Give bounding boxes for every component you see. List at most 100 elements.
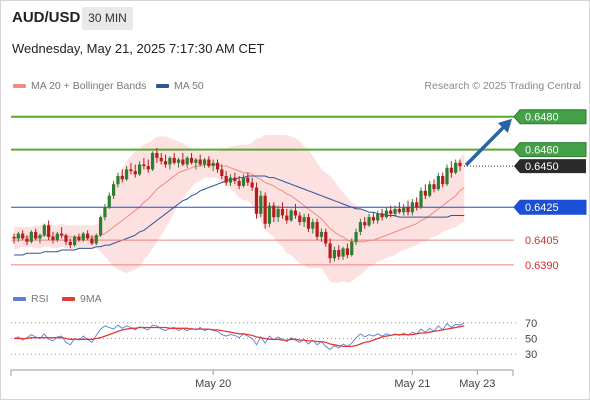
candle-body [406, 207, 410, 213]
candle [68, 238, 72, 249]
candle-body [376, 213, 380, 221]
candle [324, 228, 328, 247]
level-label-0.6405: 0.6405 [525, 235, 559, 247]
header: AUD/USD 30 MIN [0, 0, 590, 36]
candle [133, 164, 137, 178]
current-price-tag [514, 159, 586, 174]
rsi-ma-swatch-icon [62, 297, 75, 302]
candle [103, 203, 107, 221]
level-label-0.6480: 0.6480 [525, 112, 559, 124]
candle [345, 243, 350, 259]
candle-body [42, 225, 46, 236]
candle-body [29, 231, 33, 242]
legend-ma20: MA 20 + Bollinger Bands [13, 80, 146, 92]
candle [25, 235, 29, 246]
copyright: Research © 2025 Trading Central [424, 80, 581, 92]
candle [354, 228, 358, 246]
candle-body [34, 231, 38, 239]
candle-body [393, 208, 397, 214]
candle [168, 156, 172, 170]
rsi-swatch-icon [13, 297, 26, 302]
candle-body [285, 215, 289, 221]
candle [34, 228, 38, 241]
candle [176, 157, 181, 168]
candle-body [181, 159, 185, 165]
candle-body [168, 157, 172, 165]
candle-body [319, 231, 324, 237]
candle-body [315, 222, 319, 237]
candle [445, 164, 449, 186]
candle-body [280, 208, 285, 216]
candle [207, 156, 211, 168]
candle-body [60, 233, 64, 236]
candle [215, 159, 220, 173]
legend-ma20-label: MA 20 + Bollinger Bands [31, 80, 147, 92]
candle [129, 162, 133, 175]
candle [328, 238, 332, 264]
legend-rsi-ma-label: 9MA [80, 293, 102, 305]
rsi-tick-label: 50 [525, 334, 537, 346]
candle [298, 212, 302, 226]
candle-body [367, 217, 371, 226]
level-tag-0.6460 [513, 142, 587, 158]
candle-body [68, 241, 72, 246]
candle-body [272, 205, 276, 218]
candle [341, 246, 345, 260]
candle-body [233, 177, 237, 181]
candle-body [120, 175, 124, 180]
candle [142, 157, 146, 170]
scenario-arrow-head-icon [497, 118, 512, 133]
legend-ma50-label: MA 50 [174, 80, 204, 92]
candle [224, 171, 228, 186]
candle [137, 161, 142, 176]
candle-body [90, 238, 94, 244]
candle [77, 233, 81, 242]
candle [337, 245, 341, 260]
candle-body [25, 238, 29, 242]
level-tag-0.6480 [513, 109, 587, 125]
candle-body [432, 184, 436, 190]
candle-body [241, 177, 246, 186]
candle-body [99, 217, 103, 236]
candle-body [311, 222, 315, 229]
legend-rsi: RSI [13, 293, 49, 305]
candle [311, 218, 315, 234]
candle-body [150, 152, 155, 170]
candle-body [159, 157, 163, 162]
candle [441, 172, 445, 188]
candle [267, 202, 272, 227]
candle-body [293, 210, 298, 216]
candle [250, 177, 254, 191]
candle [202, 157, 207, 168]
legend-rsi-label: RSI [31, 293, 49, 305]
candle-body [428, 184, 432, 196]
candle-body [176, 159, 181, 163]
candle [60, 226, 64, 239]
candle-body [12, 236, 16, 239]
candle-body [55, 233, 59, 241]
candle [159, 152, 163, 165]
candle-body [415, 202, 419, 208]
candle [86, 230, 90, 241]
candle [350, 238, 354, 257]
candle-body [155, 152, 159, 158]
candle-body [189, 157, 194, 163]
candle-body [137, 164, 142, 175]
candle-body [289, 210, 293, 221]
candle-body [354, 231, 358, 242]
candle [458, 159, 462, 172]
candle [371, 212, 375, 224]
candle-body [449, 167, 453, 173]
candle-body [276, 208, 280, 218]
candle [211, 159, 215, 172]
timeframe-badge[interactable]: 30 MIN [82, 7, 133, 30]
candle [241, 174, 246, 188]
candle [285, 208, 289, 224]
candle [73, 235, 77, 247]
candle [397, 202, 401, 214]
candle-body [350, 241, 354, 255]
candle-body [81, 233, 85, 241]
candle [194, 157, 198, 170]
candle-body [142, 164, 146, 167]
